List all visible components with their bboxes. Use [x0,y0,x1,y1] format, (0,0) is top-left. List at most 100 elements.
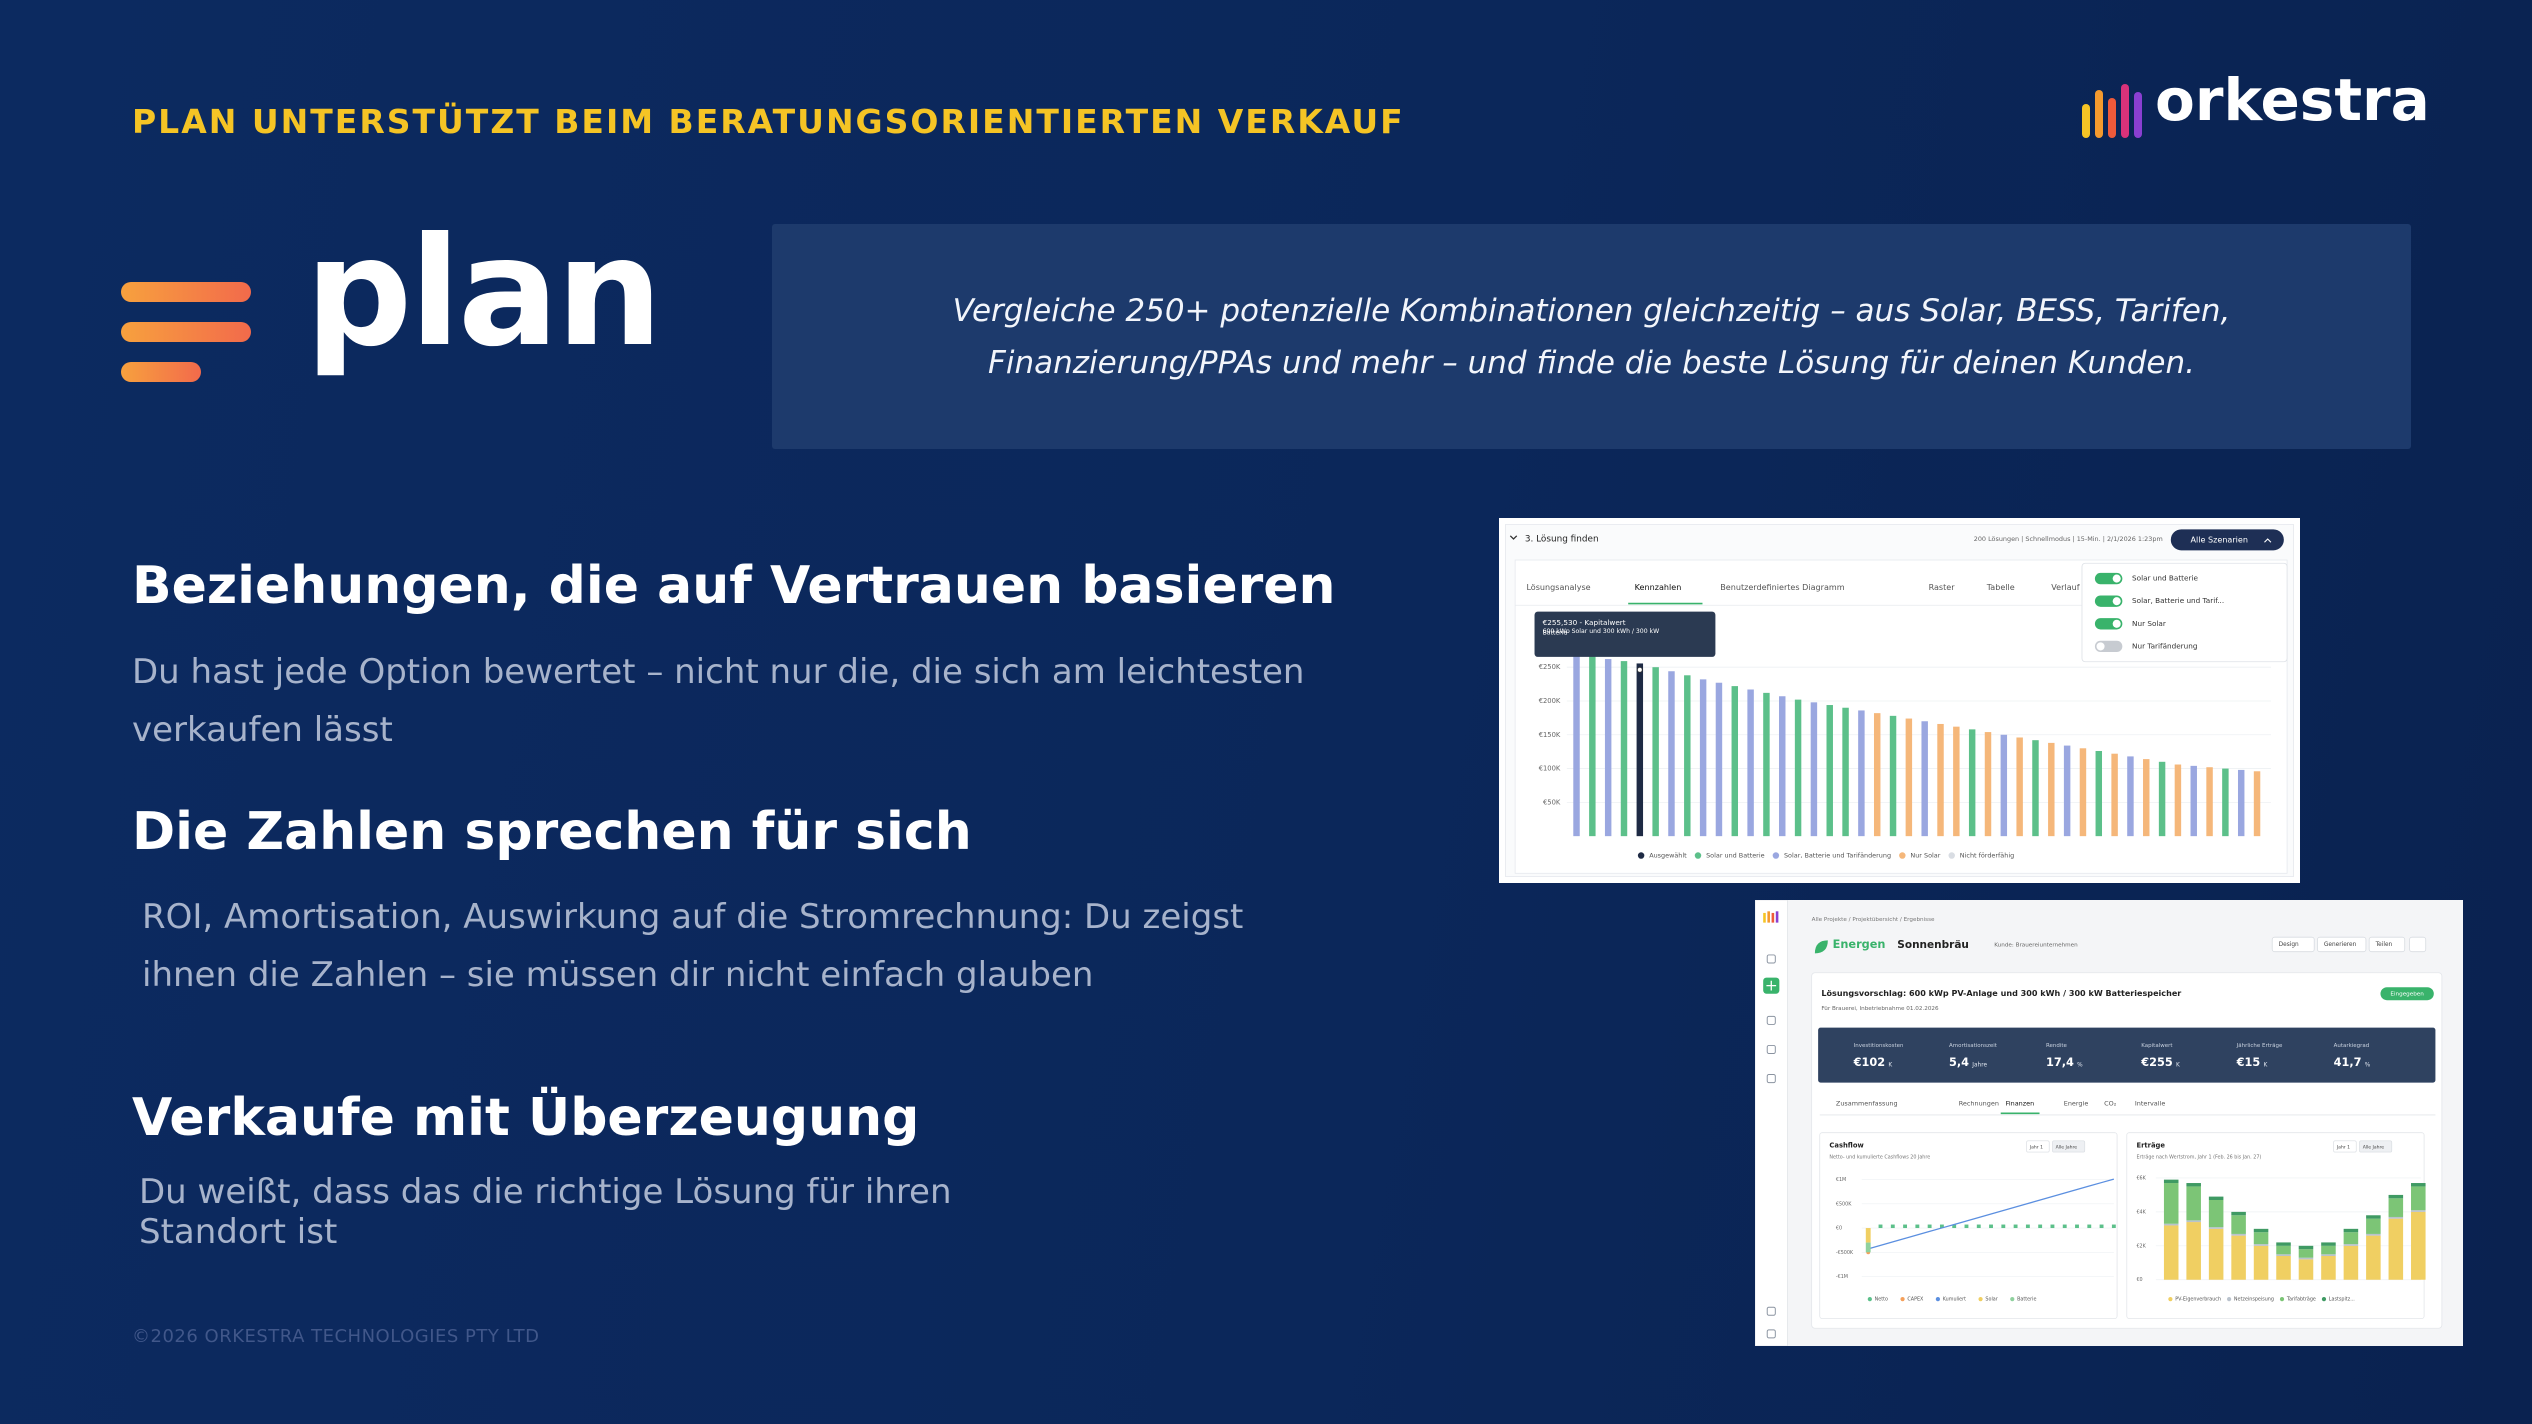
button-caret [2264,538,2272,543]
stack-segment [2253,1228,2269,1233]
range-label[interactable]: Jahr 1 [2336,1144,2350,1150]
tab[interactable]: Verlauf [2051,583,2079,592]
section-text: ROI, Amortisation, Auswirkung auf die St… [142,888,1243,1004]
tooltip-line: €255,530 - Kapitalwert [1543,618,1626,627]
net-bar [2025,1224,2030,1229]
tooltip-line: 600 kWp Solar und 300 kWh / 300 kW [1543,628,1660,635]
nav-icon[interactable] [1766,1329,1776,1339]
scenario-label: Solar, Batterie und Tarif... [2132,596,2224,605]
meta: 200 Lösungen | Schnellmodus | 15-Min. | … [1974,535,2163,543]
stack-segment [2231,1233,2246,1236]
y-tick-label: €500K [1836,1201,1852,1207]
nav-icon[interactable] [1766,954,1776,964]
toggle-knob [2096,642,2105,651]
bar [1794,699,1802,837]
tab[interactable]: Finanzen [2006,1100,2035,1108]
tab[interactable]: Rechnungen [1959,1100,1999,1108]
kpi-label: Investitionskosten [1854,1043,1904,1049]
scenario-label: Nur Tarifänderung [2132,641,2197,650]
legend-swatch [2279,1297,2285,1302]
action-button[interactable] [2368,936,2406,953]
section-text: Du weißt, dass das die richtige Lösung f… [139,1172,952,1252]
stack-segment [2208,1227,2224,1229]
net-bar [1878,1224,1883,1229]
kpi-value: 17,4 [2046,1056,2074,1069]
kpi-unit: % [2077,1062,2083,1068]
tab[interactable]: Raster [1929,583,1956,592]
net-bar [2050,1224,2055,1229]
stack-segment [2276,1254,2291,1256]
bar [1589,656,1596,837]
stack-segment [2411,1186,2426,1211]
stack-segment [2231,1215,2246,1234]
legend-label: Kumuliert [1943,1297,1966,1303]
legend-label: Nur Solar [1910,852,1940,860]
bar [1858,710,1865,837]
nav-icon[interactable] [1766,1015,1776,1025]
proposal: Lösungsvorschlag: 600 kWp PV-Anlage und … [1821,989,2181,998]
net-bar [2099,1224,2104,1229]
action-button[interactable] [2317,936,2367,953]
scenario-button[interactable] [2170,529,2284,551]
tab[interactable]: CO₂ [2104,1100,2117,1108]
status-label: Eingegeben [2390,992,2424,998]
nav-icon[interactable] [1766,1306,1776,1316]
range-button[interactable] [2333,1140,2357,1153]
text-line: verkaufen lässt [132,710,393,750]
bar [1620,661,1628,837]
kpi-value: €255 [2140,1056,2173,1069]
action-label[interactable]: Teilen [2375,942,2393,948]
action-label[interactable]: Design [2279,942,2299,948]
tab[interactable]: Lösungsanalyse [1526,583,1590,592]
download-button[interactable] [2409,936,2427,953]
range-label[interactable]: Alle Jahre [2056,1144,2078,1150]
legend-label: Tarifabträge [2286,1297,2316,1303]
range-button[interactable] [2052,1140,2086,1153]
bar [1921,721,1928,837]
stack-segment [2208,1196,2224,1200]
bar [1810,702,1818,837]
range-button[interactable] [2026,1140,2050,1153]
nav-icon[interactable] [1766,1074,1776,1084]
range-label[interactable]: Jahr 1 [2029,1144,2043,1150]
bar [1763,692,1770,837]
kpi-label: Rendite [2046,1043,2068,1049]
legend-label: PV-Eigenverbrauch [2175,1297,2221,1303]
net-bar [1952,1224,1957,1229]
legend-swatch [1772,852,1780,859]
chart-panel [1819,1132,2118,1319]
text-line: Standort ist [139,1212,338,1252]
tab[interactable]: Benutzerdefiniertes Diagramm [1720,583,1845,592]
bar [1699,679,1707,837]
tab[interactable]: Energie [2064,1100,2089,1108]
legend-label: Solar, Batterie und Tarifänderung [1784,852,1891,860]
legend-swatch [1899,852,1906,859]
legend-label: Nicht förderfähig [1960,852,2014,860]
kpi-label: Amortisationszeit [1949,1043,1998,1049]
stack-segment [2186,1183,2201,1187]
action-label[interactable]: Generieren [2324,942,2357,948]
tab[interactable]: Intervalle [2135,1100,2166,1108]
y-tick-label: €0 [1836,1226,1842,1232]
stack-segment [2321,1245,2336,1255]
footer: ©2026 ORKESTRA TECHNOLOGIES PTY LTD [132,1326,540,1347]
bar [1731,686,1739,837]
text-line: ihnen die Zahlen – sie müssen dir nicht … [142,955,1094,995]
customer: Kunde: Brauereiunternehmen [1994,943,2078,949]
stack-segment [2276,1242,2291,1246]
logo-bar [1775,911,1779,923]
range-label[interactable]: Alle Jahre [2363,1144,2385,1150]
range-button[interactable] [2359,1140,2393,1153]
status-badge [2380,987,2434,1001]
nav-icon[interactable] [1766,1044,1776,1054]
action-button[interactable] [2271,936,2315,953]
tab[interactable]: Zusammenfassung [1836,1100,1898,1108]
tab[interactable]: Kennzahlen [1635,583,1682,592]
net-bar [2087,1224,2092,1229]
net-bar [2001,1224,2006,1229]
stack-segment [2343,1232,2359,1245]
kpi-unit: % [2365,1062,2371,1068]
bar [2206,767,2213,837]
tab[interactable]: Tabelle [1986,583,2015,592]
scenario-button-label[interactable]: Alle Szenarien [2190,535,2248,544]
